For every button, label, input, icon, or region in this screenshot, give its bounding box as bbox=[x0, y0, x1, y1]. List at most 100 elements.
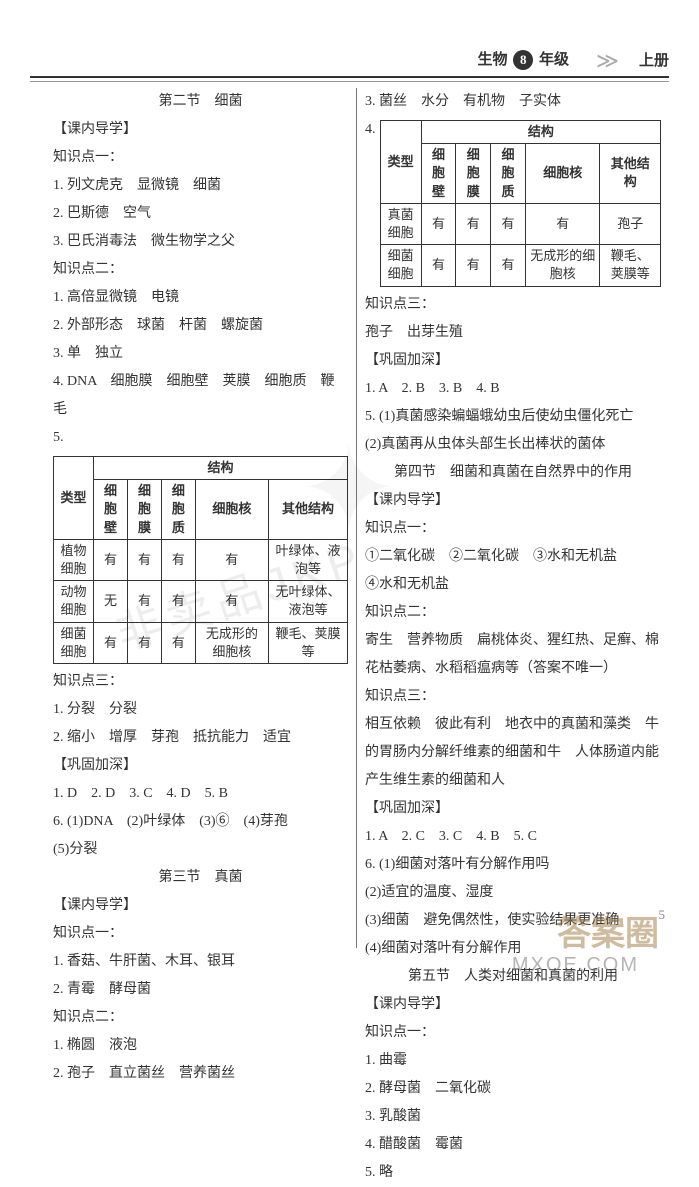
heading: 【巩固加深】 bbox=[365, 795, 661, 823]
grade-circle: 8 bbox=[513, 50, 533, 70]
line: 1. D 2. D 3. C 4. D 5. B bbox=[53, 780, 348, 808]
th-struct: 结构 bbox=[93, 457, 347, 480]
header-arrows-icon: ≫ bbox=[596, 48, 613, 74]
kp-label: 知识点二： bbox=[53, 256, 348, 284]
td: 孢子 bbox=[600, 203, 661, 244]
line: 5. bbox=[53, 424, 348, 452]
th: 细胞壁 bbox=[421, 144, 456, 204]
kp-label: 知识点三： bbox=[53, 668, 348, 696]
kp-label: 知识点二： bbox=[365, 599, 661, 627]
kp-label: 知识点三： bbox=[365, 291, 661, 319]
td: 有 bbox=[161, 539, 195, 580]
td: 有 bbox=[195, 581, 268, 622]
td: 无 bbox=[93, 581, 127, 622]
th: 细胞壁 bbox=[93, 480, 127, 540]
line: 4. bbox=[365, 116, 376, 144]
line: 1. 列文虎克 显微镜 细菌 bbox=[53, 172, 348, 200]
kp-label: 知识点一： bbox=[365, 1019, 661, 1047]
line: 3. 单 独立 bbox=[53, 340, 348, 368]
td: 有 bbox=[93, 539, 127, 580]
td: 有 bbox=[127, 539, 161, 580]
th-struct: 结构 bbox=[421, 121, 660, 144]
line: 4. DNA 细胞膜 细胞壁 荚膜 细胞质 鞭毛 bbox=[53, 368, 348, 424]
line: 4. 醋酸菌 霉菌 bbox=[365, 1131, 661, 1159]
header-volume: 上册 bbox=[639, 49, 669, 70]
line: (3)细菌 避免偶然性，使实验结果更准确 bbox=[365, 907, 661, 935]
heading: 【课内导学】 bbox=[53, 116, 348, 144]
td: 叶绿体、液泡等 bbox=[268, 539, 347, 580]
td: 有 bbox=[421, 203, 456, 244]
line: (2)适宜的温度、湿度 bbox=[365, 879, 661, 907]
td: 鞭毛、荚膜等 bbox=[268, 622, 347, 663]
page-number: 5 bbox=[659, 907, 666, 923]
section-title: 第二节 细菌 bbox=[53, 88, 348, 116]
td: 有 bbox=[421, 245, 456, 286]
line: 1. 曲霉 bbox=[365, 1047, 661, 1075]
line: ④水和无机盐 bbox=[365, 571, 661, 599]
section-title: 第四节 细菌和真菌在自然界中的作用 bbox=[365, 459, 661, 487]
td: 动物细胞 bbox=[54, 581, 94, 622]
subject-text: 生物 bbox=[477, 52, 507, 68]
td: 有 bbox=[195, 539, 268, 580]
line: 5. 略 bbox=[365, 1159, 661, 1187]
th: 细胞核 bbox=[195, 480, 268, 540]
kp-label: 知识点三： bbox=[365, 683, 661, 711]
td: 有 bbox=[161, 581, 195, 622]
section-title: 第五节 人类对细菌和真菌的利用 bbox=[365, 963, 661, 991]
table-row: 真菌细胞 有 有 有 有 孢子 bbox=[380, 203, 661, 244]
td: 细菌细胞 bbox=[54, 622, 94, 663]
kp-label: 知识点一： bbox=[53, 920, 348, 948]
th-type: 类型 bbox=[380, 121, 421, 204]
table-row: 动物细胞 无 有 有 有 无叶绿体、液泡等 bbox=[54, 581, 348, 622]
line: 孢子 出芽生殖 bbox=[365, 319, 661, 347]
line: 相互依赖 彼此有利 地衣中的真菌和藻类 牛的胃肠内分解纤维素的细菌和牛 人体肠道… bbox=[365, 711, 661, 795]
th: 细胞质 bbox=[161, 480, 195, 540]
line: 2. 酵母菌 二氧化碳 bbox=[365, 1075, 661, 1103]
td: 植物细胞 bbox=[54, 539, 94, 580]
td: 有 bbox=[456, 245, 491, 286]
line: 3. 菌丝 水分 有机物 子实体 bbox=[365, 88, 661, 116]
line: (2)真菌再从虫体头部生长出棒状的菌体 bbox=[365, 431, 661, 459]
heading: 【课内导学】 bbox=[53, 892, 348, 920]
table-row: 细菌细胞 有 有 有 无成形的细胞核 鞭毛、荚膜等 bbox=[54, 622, 348, 663]
line: 1. 椭圆 液泡 bbox=[53, 1032, 348, 1060]
td: 有 bbox=[491, 245, 526, 286]
th: 细胞核 bbox=[525, 144, 600, 204]
line: 2. 孢子 直立菌丝 营养菌丝 bbox=[53, 1060, 348, 1088]
section-title: 第三节 真菌 bbox=[53, 864, 348, 892]
header-underline bbox=[30, 81, 669, 82]
td: 有 bbox=[525, 203, 600, 244]
line: 6. (1)DNA (2)叶绿体 (3)⑥ (4)芽孢 bbox=[53, 808, 348, 836]
td: 有 bbox=[93, 622, 127, 663]
td: 真菌细胞 bbox=[380, 203, 421, 244]
line: 6. (1)细菌对落叶有分解作用吗 bbox=[365, 851, 661, 879]
line: 2. 巴斯德 空气 bbox=[53, 200, 348, 228]
td: 有 bbox=[127, 622, 161, 663]
grade-suffix: 年级 bbox=[539, 52, 569, 68]
table-row: 细菌细胞 有 有 有 无成形的细胞核 鞭毛、荚膜等 bbox=[380, 245, 661, 286]
structure-table-1: 类型 结构 细胞壁 细胞膜 细胞质 细胞核 其他结构 植物细胞 有 有 有 有 … bbox=[53, 456, 348, 664]
line: 5. (1)真菌感染蝙蝠蛾幼虫后使幼虫僵化死亡 bbox=[365, 403, 661, 431]
heading: 【课内导学】 bbox=[365, 991, 661, 1019]
th-type: 类型 bbox=[54, 457, 94, 540]
td: 细菌细胞 bbox=[380, 245, 421, 286]
structure-table-2: 类型 结构 细胞壁 细胞膜 细胞质 细胞核 其他结构 真菌细胞 有 有 有 有 … bbox=[380, 120, 662, 287]
heading: 【课内导学】 bbox=[365, 487, 661, 515]
line: 1. 香菇、牛肝菌、木耳、银耳 bbox=[53, 948, 348, 976]
td: 无叶绿体、液泡等 bbox=[268, 581, 347, 622]
header-subject: 生物 8 年级 bbox=[477, 48, 569, 70]
td: 无成形的细胞核 bbox=[525, 245, 600, 286]
line: 1. 高倍显微镜 电镜 bbox=[53, 284, 348, 312]
th: 其他结构 bbox=[600, 144, 661, 204]
td: 鞭毛、荚膜等 bbox=[600, 245, 661, 286]
line: 2. 缩小 增厚 芽孢 抵抗能力 适宜 bbox=[53, 724, 348, 752]
content-columns: 第二节 细菌 【课内导学】 知识点一： 1. 列文虎克 显微镜 细菌 2. 巴斯… bbox=[0, 78, 699, 948]
line: 3. 乳酸菌 bbox=[365, 1103, 661, 1131]
line: ①二氧化碳 ②二氧化碳 ③水和无机盐 bbox=[365, 543, 661, 571]
td: 有 bbox=[456, 203, 491, 244]
kp-label: 知识点二： bbox=[53, 1004, 348, 1032]
line: 1. 分裂 分裂 bbox=[53, 696, 348, 724]
line: 2. 青霉 酵母菌 bbox=[53, 976, 348, 1004]
th: 其他结构 bbox=[268, 480, 347, 540]
td: 有 bbox=[127, 581, 161, 622]
